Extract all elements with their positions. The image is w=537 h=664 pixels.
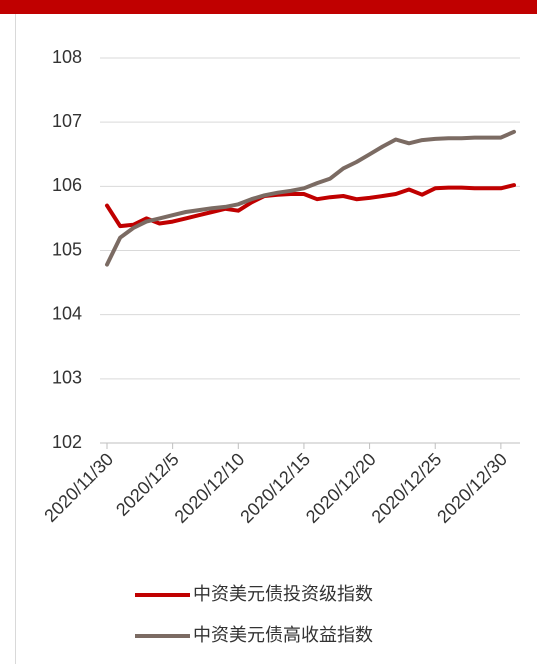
x-tick-label: 2020/12/30 xyxy=(433,449,511,527)
x-tick-label: 2020/12/20 xyxy=(302,449,380,527)
legend-label: 中资美元债高收益指数 xyxy=(193,625,373,645)
series-line xyxy=(105,129,516,267)
y-tick-label: 105 xyxy=(52,239,82,259)
x-tick-label: 2020/12/5 xyxy=(112,449,183,520)
series-line xyxy=(105,183,516,229)
x-tick-label: 2020/12/15 xyxy=(236,449,314,527)
x-tick-label: 2020/11/30 xyxy=(40,449,117,526)
x-tick-label: 2020/12/10 xyxy=(171,449,249,527)
y-tick-label: 108 xyxy=(52,47,82,67)
header-banner xyxy=(0,0,537,14)
y-tick-label: 104 xyxy=(52,303,82,323)
legend-label: 中资美元债投资级指数 xyxy=(193,584,373,604)
x-tick-label: 2020/12/25 xyxy=(368,449,446,527)
y-tick-label: 103 xyxy=(52,368,82,388)
y-tick-label: 107 xyxy=(52,111,82,131)
y-tick-label: 102 xyxy=(52,432,82,452)
y-tick-label: 106 xyxy=(52,175,82,195)
